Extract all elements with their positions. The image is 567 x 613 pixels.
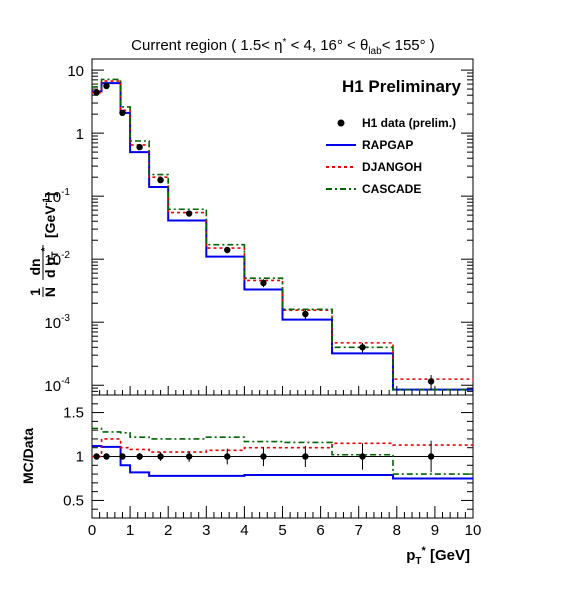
title-mid: < 4, 16° < θ (286, 37, 368, 54)
data-point (136, 143, 143, 151)
legend: H1 data (prelim.) RAPGAP DJANGOH CASCADE (326, 116, 456, 196)
main-plot-frame (91, 58, 474, 396)
x-tick-label: 8 (393, 522, 401, 539)
x-tick-label: 4 (240, 522, 248, 539)
ratio-step-line-rapgap (92, 444, 473, 480)
ratio-axes: 0.5 1 1.5 0 1 2 3 4 5 6 7 8 9 10 (63, 403, 482, 539)
ratio-data-points (93, 440, 435, 473)
x-axis-label: pT* [GeV] (406, 545, 470, 567)
data-point (185, 210, 193, 217)
step-line-cascade (92, 78, 473, 391)
y-tick-label: 10 (67, 63, 84, 80)
step-line-rapgap (92, 82, 473, 391)
ratio-data-point (119, 453, 126, 460)
x-tick-label: 5 (278, 522, 286, 539)
ratio-step-line-cascade (92, 427, 473, 475)
y-tick-label: 10-3 (44, 313, 70, 332)
x-tick-label: 0 (88, 522, 96, 539)
ratio-data-point (224, 453, 231, 460)
main-y-axis: 10 1 10-1 10-2 10-3 10-4 (44, 63, 474, 396)
data-point (119, 109, 126, 117)
step-line-djangoh (92, 80, 473, 380)
data-point (260, 279, 267, 287)
ylabel-frac-den: N (42, 287, 58, 297)
legend-label: H1 data (prelim.) (362, 116, 456, 130)
ratio-data-point (427, 453, 435, 460)
data-point (224, 246, 231, 254)
ylabel-d-den: d pT* (40, 248, 60, 279)
y-tick-label: 10-2 (44, 250, 70, 269)
main-data-points (93, 82, 435, 390)
x-tick-label: 6 (316, 522, 324, 539)
main-y-axis-label: 1 N dn d pT* [GeV-1] (27, 193, 60, 297)
legend-label: DJANGOH (362, 160, 422, 174)
legend-marker-data (337, 119, 345, 127)
y-tick-label: 1 (76, 126, 84, 143)
y-tick-label: 10-1 (44, 187, 70, 206)
data-point (359, 344, 366, 351)
x-tick-label: 7 (355, 522, 363, 539)
ratio-data-point (302, 453, 309, 460)
data-point (103, 82, 110, 90)
ratio-data-point (157, 453, 164, 460)
data-point (93, 89, 100, 96)
y-tick-label: 10-4 (44, 376, 70, 395)
ratio-y-tick-label: 0.5 (63, 492, 84, 509)
x-tick-label: 9 (431, 522, 439, 539)
title-suffix: < 155° ) (382, 37, 435, 54)
main-histograms (92, 78, 473, 391)
ratio-data-point (260, 453, 267, 460)
legend-label: RAPGAP (362, 138, 413, 152)
x-tick-label: 3 (202, 522, 210, 539)
title-star: * (283, 37, 287, 48)
ratio-data-point (359, 453, 366, 460)
ratio-y-axis-label: MC/Data (20, 428, 36, 484)
ratio-data-point (103, 453, 110, 460)
h1-preliminary-label: H1 Preliminary (342, 77, 462, 96)
title-sub: lab (368, 46, 382, 57)
ratio-step-line-djangoh (92, 438, 473, 458)
ratio-y-tick-label: 1 (76, 449, 84, 466)
chart-title: Current region ( 1.5< η* < 4, 16° < θlab… (131, 37, 435, 57)
title-prefix: Current region ( 1.5< η (131, 37, 282, 54)
ratio-y-tick-label: 1.5 (63, 405, 84, 422)
x-tick-label: 1 (126, 522, 134, 539)
legend-label: CASCADE (362, 182, 421, 196)
ratio-data-point (185, 453, 193, 460)
x-tick-label: 10 (465, 522, 482, 539)
ratio-data-point (93, 453, 100, 460)
data-point (302, 310, 309, 318)
ylabel-unit: [GeV-1] (41, 193, 58, 238)
ratio-data-point (136, 453, 143, 460)
ylabel-frac-num: 1 (27, 288, 43, 296)
ylabel-d-num: dn (27, 258, 43, 275)
data-point (427, 378, 435, 385)
x-tick-label: 2 (164, 522, 172, 539)
ratio-histograms (92, 427, 473, 480)
data-point (157, 176, 164, 184)
